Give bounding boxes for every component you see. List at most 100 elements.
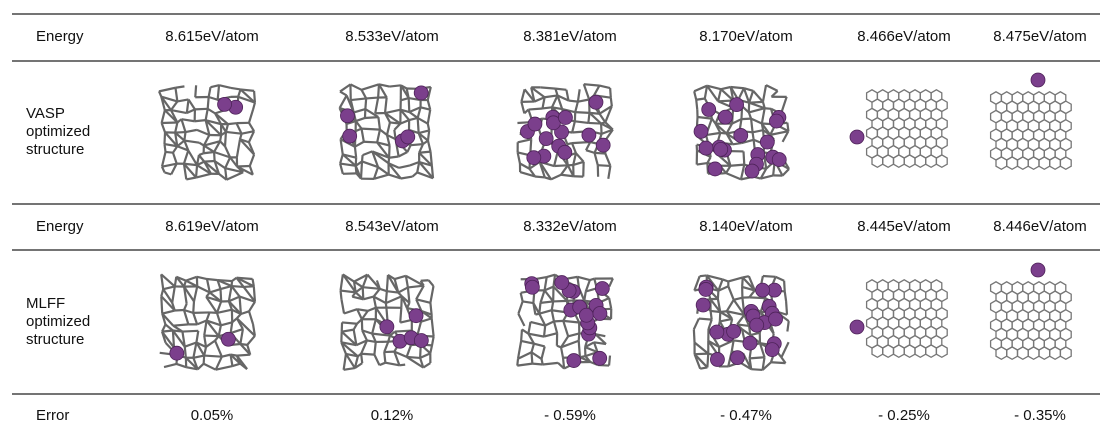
structure: [517, 84, 612, 179]
bond: [399, 152, 408, 156]
cell: 8.475eV/atom: [993, 28, 1086, 45]
bond: [552, 310, 554, 321]
bond: [518, 314, 524, 326]
bond: [341, 291, 342, 300]
bond: [605, 154, 610, 166]
atom: [734, 128, 748, 142]
atom: [380, 320, 394, 334]
bond: [400, 308, 401, 323]
bond: [162, 167, 165, 173]
structure: [850, 280, 947, 358]
bond: [363, 151, 373, 155]
atom: [718, 110, 732, 124]
bond: [609, 356, 610, 366]
bond: [579, 333, 580, 340]
bond: [579, 341, 580, 357]
bond: [430, 345, 432, 353]
bond: [728, 277, 742, 281]
bond: [196, 165, 197, 177]
atom: [714, 142, 728, 156]
bond: [751, 119, 752, 133]
bond: [380, 130, 387, 135]
bond: [776, 277, 784, 281]
structure: [517, 275, 613, 369]
atom: [582, 128, 596, 142]
bond: [594, 86, 599, 96]
bond: [354, 109, 366, 112]
atom: [414, 86, 428, 100]
bond: [749, 91, 753, 103]
bond: [184, 132, 185, 140]
bond: [540, 87, 555, 88]
bond: [350, 84, 361, 89]
ring: [1060, 157, 1071, 169]
bond: [217, 310, 232, 313]
bond: [362, 90, 367, 99]
bond: [521, 329, 522, 340]
bond: [206, 109, 208, 120]
bond: [707, 354, 708, 368]
bond: [744, 151, 745, 164]
bond: [365, 98, 366, 109]
ring: [1028, 157, 1039, 169]
row-label: structure: [26, 141, 84, 158]
bond: [175, 86, 184, 87]
bond: [418, 118, 419, 133]
bond: [727, 300, 734, 311]
bond: [532, 364, 542, 365]
bond: [193, 301, 194, 313]
bond: [552, 301, 553, 310]
bond: [181, 119, 185, 132]
bond: [586, 150, 595, 153]
atom: [694, 124, 708, 138]
structure: [991, 263, 1072, 359]
bond: [787, 321, 788, 331]
bond: [398, 293, 402, 297]
bond: [221, 289, 222, 301]
bond: [783, 169, 789, 176]
bond: [187, 99, 189, 113]
bond: [420, 353, 430, 358]
bond: [584, 292, 585, 301]
bond: [211, 85, 220, 87]
bond: [390, 122, 400, 123]
bond: [204, 146, 214, 152]
ring: [1039, 347, 1050, 359]
atom: [558, 145, 572, 159]
atom: [745, 164, 759, 178]
bond: [384, 342, 388, 352]
ring: [996, 347, 1007, 359]
bond: [185, 347, 186, 358]
bond: [531, 352, 532, 363]
atom: [772, 153, 786, 167]
bond: [540, 290, 544, 303]
bond: [215, 341, 222, 357]
structure: [341, 274, 434, 369]
bond: [372, 319, 376, 333]
ring: [915, 345, 926, 357]
bond: [184, 141, 199, 143]
ring: [1028, 347, 1039, 359]
bond: [544, 326, 545, 337]
bond: [197, 277, 207, 279]
bond: [407, 145, 410, 152]
bond: [363, 297, 373, 300]
atom: [170, 346, 184, 360]
bond: [182, 331, 198, 332]
bond: [390, 85, 401, 86]
bond: [428, 124, 429, 131]
bond: [551, 175, 561, 180]
bond: [341, 299, 344, 313]
atom: [579, 308, 593, 322]
cell: 8.170eV/atom: [699, 28, 792, 45]
bond: [428, 110, 430, 124]
bond: [695, 342, 709, 353]
bond: [195, 109, 208, 110]
ring: [926, 155, 937, 167]
bond: [374, 355, 379, 366]
bond: [578, 89, 580, 101]
bond: [523, 301, 534, 303]
cell: 8.466eV/atom: [857, 28, 950, 45]
atom: [414, 333, 428, 347]
cell: 8.381eV/atom: [523, 28, 616, 45]
